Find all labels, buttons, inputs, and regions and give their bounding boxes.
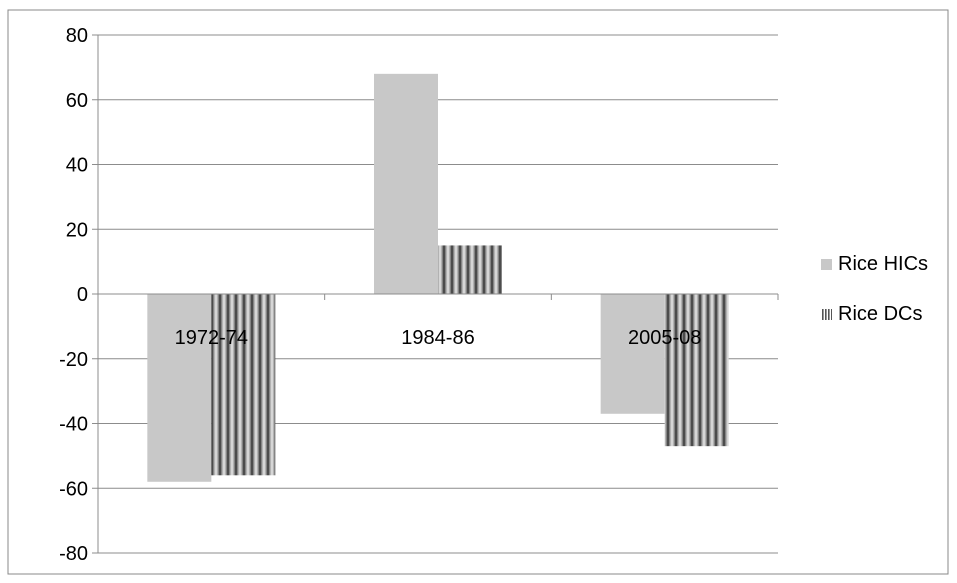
x-category-label: 2005-08	[628, 327, 701, 349]
legend-swatch	[821, 259, 832, 270]
bars	[147, 73, 729, 482]
x-category-label: 1972-74	[175, 327, 248, 349]
y-tick-label: -60	[59, 478, 88, 500]
axes: 80 60 40 20 0 -20 -40 -60 -80 1972-74 1984-86 2005-…	[59, 25, 779, 565]
legend: Rice HICs Rice DCs	[821, 253, 928, 325]
bar-rice-dcs	[664, 294, 729, 447]
y-tick-label: -20	[59, 349, 88, 371]
y-tick-label: 0	[77, 284, 88, 306]
y-tick-label: 80	[66, 25, 88, 47]
y-tick-label: -40	[59, 414, 88, 436]
y-tick-label: 20	[66, 219, 88, 241]
bar-rice-hics	[374, 73, 438, 294]
bar-rice-dcs	[438, 245, 502, 294]
bar-rice-dcs	[211, 294, 276, 476]
bar-rice-hics	[147, 294, 212, 482]
y-tick-label: -80	[59, 543, 88, 565]
bar-rice-hics	[600, 294, 665, 414]
legend-swatch	[821, 309, 832, 320]
x-category-label: 1984-86	[401, 327, 474, 349]
legend-label: Rice DCs	[838, 303, 922, 325]
legend-label: Rice HICs	[838, 253, 928, 275]
y-tick-label: 40	[66, 155, 88, 177]
y-tick-label: 60	[66, 90, 88, 112]
